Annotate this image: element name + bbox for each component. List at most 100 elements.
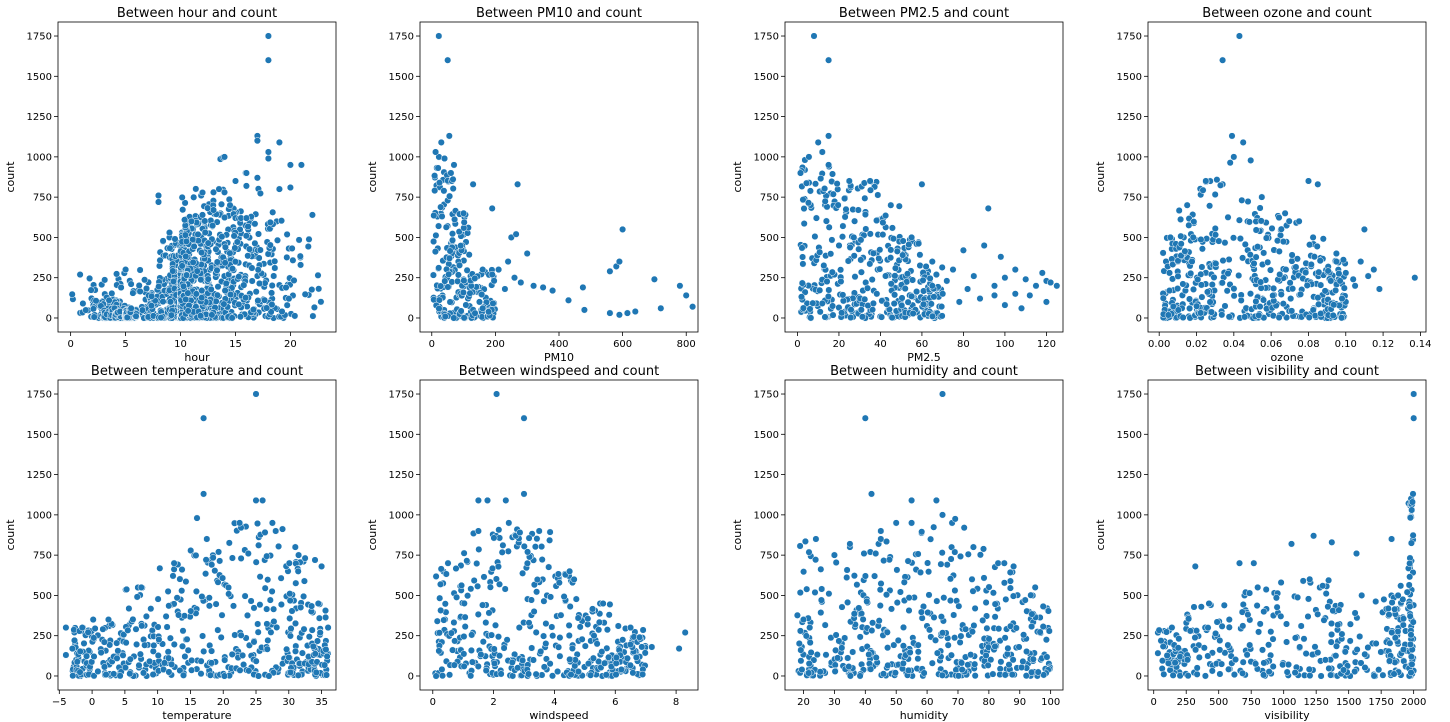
- data-point: [178, 566, 186, 574]
- data-point: [1001, 301, 1009, 309]
- data-point: [540, 663, 548, 671]
- data-point: [1305, 313, 1313, 321]
- data-point: [200, 490, 208, 498]
- x-tick-label: 500: [1209, 697, 1228, 708]
- data-point: [263, 605, 271, 613]
- data-point: [263, 620, 271, 628]
- data-point: [947, 651, 955, 659]
- data-point: [547, 593, 555, 601]
- data-point: [474, 610, 482, 618]
- data-point: [204, 239, 212, 247]
- data-point: [1186, 627, 1194, 635]
- data-point: [1188, 257, 1196, 266]
- data-point: [1256, 303, 1264, 311]
- data-point: [538, 556, 546, 564]
- data-point: [1327, 277, 1335, 285]
- data-point: [1325, 576, 1333, 584]
- y-tick-label: 1250: [389, 470, 414, 481]
- data-point: [1409, 531, 1417, 539]
- data-point: [1218, 660, 1226, 668]
- data-point: [538, 543, 546, 551]
- data-point: [985, 583, 993, 591]
- data-point: [879, 231, 887, 239]
- axes-frame: [1147, 379, 1427, 691]
- data-point: [1185, 295, 1194, 303]
- data-point: [1043, 653, 1051, 661]
- data-point: [1394, 591, 1402, 599]
- data-point: [894, 636, 902, 644]
- data-point: [69, 672, 77, 680]
- data-point: [1406, 603, 1414, 611]
- data-point: [1315, 300, 1323, 308]
- data-point: [976, 551, 984, 559]
- data-point: [928, 282, 936, 290]
- x-tick-label: 10: [151, 697, 164, 708]
- data-point: [869, 619, 877, 627]
- data-point: [914, 655, 922, 663]
- data-point: [445, 254, 454, 262]
- data-point: [1250, 559, 1258, 567]
- data-point: [159, 298, 167, 306]
- y-tick-label: 0: [46, 671, 52, 682]
- data-point: [1010, 562, 1018, 570]
- data-point: [440, 616, 448, 624]
- data-point: [1009, 656, 1017, 664]
- data-point: [893, 566, 901, 574]
- y-tick-label: 1500: [754, 72, 779, 83]
- data-point: [308, 626, 316, 634]
- data-point: [323, 652, 331, 660]
- data-point: [169, 267, 177, 275]
- data-point: [225, 590, 233, 598]
- data-point: [87, 286, 95, 294]
- data-point: [1304, 177, 1313, 185]
- data-point: [1230, 285, 1238, 293]
- data-point: [463, 557, 471, 565]
- data-point: [270, 272, 278, 280]
- data-point: [474, 496, 482, 504]
- data-point: [1221, 239, 1229, 247]
- scatter-points: [793, 390, 1054, 680]
- data-point: [1159, 249, 1167, 257]
- data-point: [277, 600, 285, 609]
- y-tick-label: 1250: [389, 112, 414, 123]
- data-point: [166, 634, 174, 642]
- data-point: [970, 621, 978, 630]
- data-point: [225, 195, 233, 203]
- data-point: [799, 260, 807, 268]
- data-point: [876, 586, 884, 594]
- data-point: [501, 285, 509, 293]
- data-point: [242, 214, 250, 222]
- data-point: [1407, 631, 1415, 639]
- x-tick-label: 80: [957, 339, 970, 350]
- data-point: [1300, 635, 1308, 643]
- data-point: [137, 583, 145, 591]
- data-point: [167, 311, 175, 319]
- data-point: [440, 154, 449, 163]
- data-point: [829, 190, 837, 198]
- data-point: [964, 661, 972, 669]
- data-point: [556, 634, 564, 642]
- data-point: [447, 629, 455, 637]
- data-point: [182, 295, 190, 303]
- data-point: [135, 661, 143, 669]
- data-point: [226, 249, 234, 257]
- data-point: [1200, 644, 1208, 652]
- data-point: [1235, 559, 1244, 567]
- data-point: [832, 558, 840, 567]
- data-point: [1372, 639, 1380, 648]
- x-axis-label: temperature: [162, 709, 231, 722]
- data-point: [255, 254, 263, 262]
- y-axis-label: count: [366, 161, 379, 193]
- data-point: [916, 261, 924, 270]
- data-point: [887, 280, 895, 288]
- data-point: [546, 528, 554, 536]
- data-point: [844, 257, 852, 265]
- data-point: [991, 642, 999, 650]
- data-point: [315, 614, 323, 622]
- data-point: [615, 311, 623, 319]
- data-point: [1253, 602, 1261, 610]
- data-point: [1282, 266, 1290, 274]
- data-point: [202, 570, 210, 578]
- data-point: [930, 293, 938, 301]
- data-point: [1292, 263, 1300, 271]
